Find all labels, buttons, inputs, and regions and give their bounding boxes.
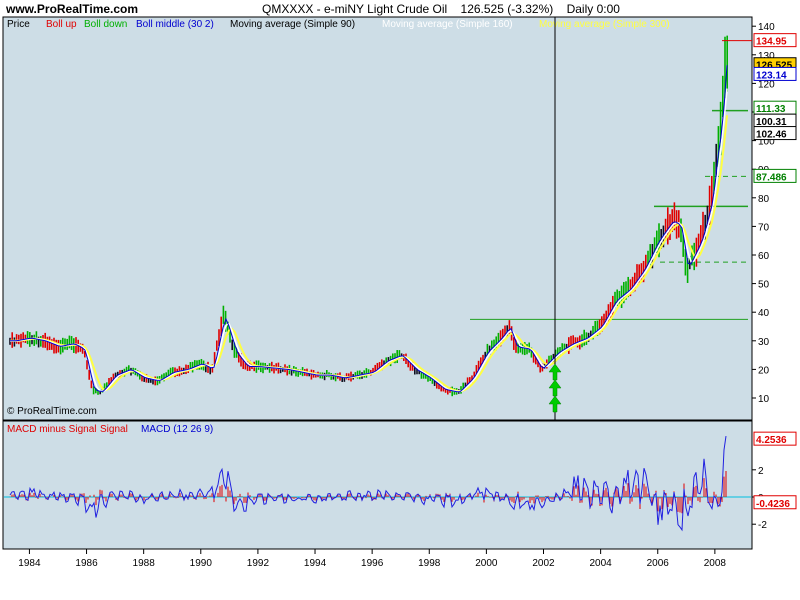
marker-ma300: 87.486 [756,172,787,183]
price-tick-label: 130 [758,51,775,62]
marker-ma160: 100.31 [756,117,787,128]
time-tick-label: 2000 [475,558,498,569]
instrument-name: QMXXXX - e-miNY Light Crude Oil [262,2,448,16]
last-price: 126.525 (-3.32%) [460,2,554,16]
chart-header: www.ProRealTime.com QMXXXX - e-miNY Ligh… [0,0,800,16]
boll-middle-line[interactable] [10,65,728,393]
time-tick-label: 2002 [532,558,555,569]
legend-ma160: Moving average (Simple 160) [382,19,513,30]
price-tick-label: 30 [758,337,770,348]
time-tick-label: 1988 [133,558,156,569]
macd-line[interactable] [9,436,727,532]
marker-hist: -0.4236 [756,499,790,510]
time-tick-label: 2008 [704,558,727,569]
time-tick-label: 2006 [647,558,670,569]
marker-ma90: 111.33 [756,104,786,115]
legend-boll-up: Boll up [46,19,77,30]
price-panel[interactable] [2,16,753,421]
legend-macd-hist: MACD minus Signal [7,424,96,435]
price-tick-label: 20 [758,365,770,376]
legend-ma300: Moving average (Simple 300) [539,19,670,30]
macd-legend: MACD minus Signal Signal MACD (12 26 9) [7,424,213,435]
legend-price: Price [7,19,30,30]
marker-boll-up-box [753,33,797,48]
legend-boll-middle: Boll middle (30 2) [136,19,214,30]
time-tick-label: 1984 [18,558,41,569]
time-tick-label: 1992 [247,558,270,569]
marker-hist-box [753,495,797,510]
price-tick-label: 10 [758,394,770,405]
price-tick-label: 60 [758,251,770,262]
legend-boll-down: Boll down [84,19,127,30]
copyright: © ProRealTime.com [7,406,97,417]
price-tick-label: 70 [758,222,770,233]
marker-macd-box [753,431,797,446]
marker-boll-down-box [753,126,797,141]
time-tick-label: 1990 [190,558,213,569]
time-tick-label: 1996 [361,558,384,569]
marker-boll-down: 102.46 [756,130,787,141]
period-label: Daily 0:00 [566,2,620,16]
marker-ma300-box [753,168,797,183]
site-name[interactable]: www.ProRealTime.com [6,2,139,16]
price-tick-label: 140 [758,22,775,33]
marker-last: 126.525 [756,61,793,72]
legend-macd-line: MACD (12 26 9) [141,424,213,435]
time-tick-label: 1994 [304,558,327,569]
price-tick-label: 40 [758,308,770,319]
price-legend: Price Boll up Boll down Boll middle (30 … [7,19,670,30]
price-tick-label: 120 [758,79,775,90]
instrument-title: QMXXXX - e-miNY Light Crude Oil 126.525 … [262,2,620,16]
buy-arrow-icon[interactable] [548,395,562,413]
marker-boll-up: 134.95 [756,37,787,48]
legend-macd-signal: Signal [100,424,128,435]
macd-panel[interactable] [2,420,753,550]
price-tick-label: 100 [758,137,775,148]
time-tick-label: 1998 [418,558,441,569]
marker-boll-middle-box [753,66,797,81]
macd-tick-label: -2 [758,520,767,531]
legend-ma90: Moving average (Simple 90) [230,19,355,30]
marker-boll-middle: 123.14 [756,70,787,81]
marker-macd: 4.2536 [756,435,787,446]
time-tick-label: 1986 [75,558,98,569]
time-tick-label: 2004 [590,558,613,569]
price-tick-label: 80 [758,194,770,205]
macd-tick-label: 2 [758,466,764,477]
price-tick-label: 50 [758,280,770,291]
